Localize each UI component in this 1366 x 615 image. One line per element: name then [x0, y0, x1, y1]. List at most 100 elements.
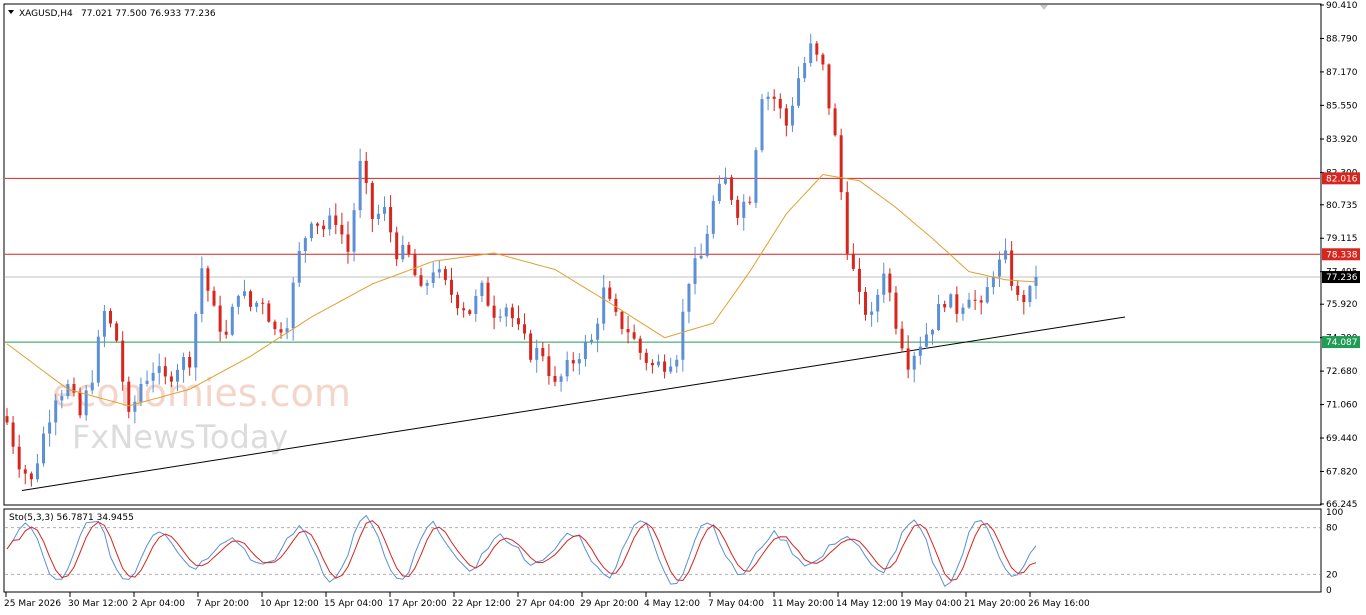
candle-bull	[236, 295, 240, 307]
candle-bear	[833, 108, 837, 136]
price-tick-label: 80.735	[1326, 201, 1358, 211]
time-tick-label: 25 Mar 2026	[4, 599, 61, 609]
time-tick-label: 11 May 20:00	[772, 599, 834, 609]
candle-bull	[535, 347, 539, 360]
candle-bear	[273, 321, 277, 330]
candle-bull	[498, 316, 502, 318]
candle-bear	[943, 303, 947, 308]
time-tick-label: 4 May 12:00	[644, 599, 700, 609]
candle-bear	[541, 347, 545, 357]
candle-bear	[419, 275, 423, 286]
candle-bull	[699, 255, 703, 259]
candle-bull	[656, 361, 660, 366]
candle-bear	[626, 329, 630, 333]
candle-bear	[5, 416, 9, 423]
candle-bull	[474, 296, 478, 314]
candle-bull	[309, 223, 313, 239]
candle-bear	[772, 96, 776, 99]
candle-bull	[766, 96, 770, 100]
candle-bear	[78, 392, 82, 416]
candle-bear	[449, 279, 453, 295]
candle-bull	[425, 282, 429, 286]
candle-bear	[547, 356, 551, 377]
candle-bull	[200, 268, 204, 314]
candle-bull	[790, 105, 794, 126]
current-tag	[1322, 271, 1360, 284]
candle-bull	[328, 215, 332, 230]
stochastic-level-label: 20	[1326, 570, 1338, 580]
candle-bear	[778, 98, 782, 109]
candle-bear	[115, 323, 119, 341]
candle-bull	[565, 360, 569, 377]
scroll-marker-icon[interactable]	[1040, 5, 1048, 10]
candle-bull	[352, 210, 356, 252]
resistance-tag-label: 82.016	[1326, 174, 1358, 184]
watermark-fxnewstoday: FxNewsToday	[72, 418, 288, 456]
price-level-tags: 82.016 78.338 77.236 74.087	[1322, 172, 1360, 349]
time-tick-label: 7 Apr 20:00	[196, 599, 249, 609]
watermark-economies: economies.com	[52, 371, 351, 415]
time-tick-label: 22 Apr 12:00	[452, 599, 511, 609]
candle-bull	[760, 99, 764, 151]
candle-bear	[370, 182, 374, 220]
candle-bear	[127, 381, 131, 412]
candle-bear	[815, 43, 819, 55]
resistance-tag-label: 78.338	[1326, 250, 1358, 260]
candle-bull	[681, 311, 685, 360]
candle-bull	[297, 251, 301, 283]
candle-bear	[163, 366, 167, 377]
time-tick-label: 14 May 12:00	[836, 599, 898, 609]
price-tick-label: 72.680	[1326, 367, 1358, 377]
candle-bull	[285, 328, 289, 333]
candle-bear	[1022, 294, 1026, 303]
candle-bull	[42, 433, 46, 464]
candle-bear	[748, 201, 752, 203]
dropdown-triangle-icon[interactable]	[8, 10, 14, 14]
candle-bear	[638, 338, 642, 353]
candle-bull	[431, 272, 435, 283]
candle-bull	[437, 269, 441, 273]
candle-bear	[1016, 285, 1020, 295]
candle-bull	[255, 302, 259, 307]
stochastic-signal-line	[6, 520, 1037, 582]
candle-bull	[48, 422, 52, 434]
resistance-tag	[1322, 172, 1360, 185]
main-series-layer	[5, 33, 1320, 491]
time-axis: 25 Mar 2026 30 Mar 12:00 2 Apr 04:00 7 Apr …	[4, 592, 1090, 609]
resistance-tag	[1322, 248, 1360, 261]
price-tick-label: 69.440	[1326, 434, 1358, 444]
candle-bear	[510, 307, 514, 319]
candle-bull	[949, 294, 953, 308]
price-tick-label: 90.410	[1326, 1, 1358, 11]
candle-bear	[279, 329, 283, 333]
price-tick-label: 87.170	[1326, 68, 1358, 78]
candle-bear	[407, 244, 411, 254]
candle-bear	[851, 253, 855, 269]
support-tag-label: 74.087	[1326, 338, 1358, 348]
candle-bull	[504, 307, 508, 317]
time-tick-label: 26 May 16:00	[1028, 599, 1090, 609]
indicator-plot-frame	[3, 508, 1322, 593]
candle-bear	[827, 64, 831, 109]
candle-bear	[973, 299, 977, 301]
candle-bull	[924, 334, 928, 347]
price-tick-label: 88.790	[1326, 34, 1358, 44]
candle-bear	[730, 177, 734, 200]
candle-bear	[492, 305, 496, 318]
candle-bear	[322, 225, 326, 230]
candle-bear	[169, 376, 173, 382]
candle-bear	[316, 223, 320, 226]
candle-bear	[224, 331, 228, 335]
support-tag	[1322, 336, 1360, 349]
time-tick-label: 17 Apr 20:00	[388, 599, 447, 609]
candle-bear	[888, 273, 892, 293]
candle-bull	[90, 382, 94, 391]
candle-bull	[145, 380, 149, 385]
candle-bull	[175, 369, 179, 382]
candle-bull	[139, 384, 143, 402]
stochastic-level-label: 0	[1326, 586, 1332, 596]
price-tick-label: 67.820	[1326, 467, 1358, 477]
stochastic-main-line	[6, 514, 1037, 588]
candle-bear	[23, 469, 27, 474]
